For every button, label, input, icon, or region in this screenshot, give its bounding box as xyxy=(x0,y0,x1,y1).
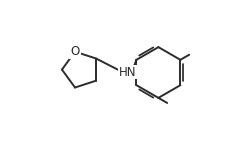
Text: HN: HN xyxy=(118,66,135,79)
Text: O: O xyxy=(70,45,79,58)
